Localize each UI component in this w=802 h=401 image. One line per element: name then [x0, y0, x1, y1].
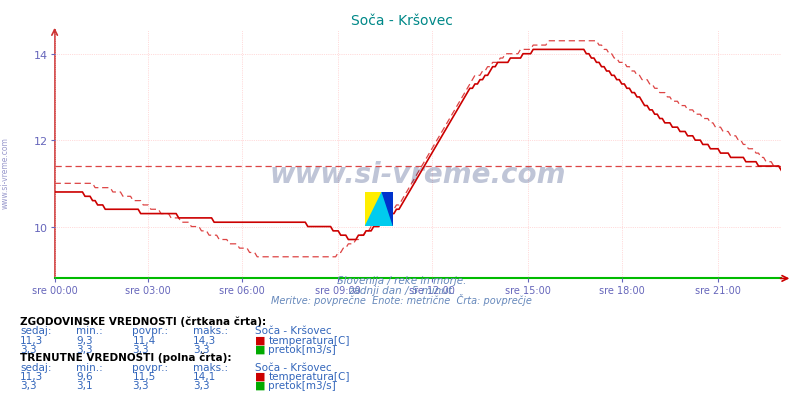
- Text: 9,6: 9,6: [76, 371, 93, 381]
- Text: ■: ■: [255, 371, 265, 381]
- Text: sedaj:: sedaj:: [20, 362, 51, 372]
- Text: 9,3: 9,3: [76, 335, 93, 345]
- Text: zadnji dan / 5 minut.: zadnji dan / 5 minut.: [347, 286, 455, 296]
- Text: 3,3: 3,3: [132, 380, 149, 390]
- Text: Soča - Kršovec: Soča - Kršovec: [350, 14, 452, 28]
- Text: temperatura[C]: temperatura[C]: [268, 371, 349, 381]
- Text: maks.:: maks.:: [192, 362, 228, 372]
- Text: Soča - Kršovec: Soča - Kršovec: [255, 362, 331, 372]
- Text: povpr.:: povpr.:: [132, 362, 168, 372]
- Text: www.si-vreme.com: www.si-vreme.com: [269, 161, 565, 188]
- Text: 3,3: 3,3: [20, 344, 37, 354]
- Text: 14,1: 14,1: [192, 371, 216, 381]
- Text: 14,3: 14,3: [192, 335, 216, 345]
- Text: min.:: min.:: [76, 326, 103, 336]
- Text: min.:: min.:: [76, 362, 103, 372]
- Text: 11,3: 11,3: [20, 335, 43, 345]
- Text: Meritve: povprečne  Enote: metrične  Črta: povprečje: Meritve: povprečne Enote: metrične Črta:…: [271, 294, 531, 306]
- Polygon shape: [365, 192, 382, 227]
- Text: ZGODOVINSKE VREDNOSTI (črtkana črta):: ZGODOVINSKE VREDNOSTI (črtkana črta):: [20, 316, 266, 326]
- Text: povpr.:: povpr.:: [132, 326, 168, 336]
- Text: ■: ■: [255, 344, 265, 354]
- Text: 11,4: 11,4: [132, 335, 156, 345]
- Text: 3,1: 3,1: [76, 380, 93, 390]
- Polygon shape: [382, 192, 393, 227]
- Text: ■: ■: [255, 335, 265, 345]
- Text: 3,3: 3,3: [76, 344, 93, 354]
- Text: temperatura[C]: temperatura[C]: [268, 335, 349, 345]
- Text: sedaj:: sedaj:: [20, 326, 51, 336]
- Text: Slovenija / reke in morje.: Slovenija / reke in morje.: [336, 275, 466, 286]
- Text: 3,3: 3,3: [132, 344, 149, 354]
- Text: ■: ■: [255, 380, 265, 390]
- Text: Soča - Kršovec: Soča - Kršovec: [255, 326, 331, 336]
- Text: 3,3: 3,3: [192, 344, 209, 354]
- Polygon shape: [365, 192, 393, 227]
- Text: 11,3: 11,3: [20, 371, 43, 381]
- Text: pretok[m3/s]: pretok[m3/s]: [268, 380, 335, 390]
- Text: pretok[m3/s]: pretok[m3/s]: [268, 344, 335, 354]
- Text: 3,3: 3,3: [192, 380, 209, 390]
- Text: TRENUTNE VREDNOSTI (polna črta):: TRENUTNE VREDNOSTI (polna črta):: [20, 352, 231, 363]
- Text: www.si-vreme.com: www.si-vreme.com: [1, 137, 10, 208]
- Text: 3,3: 3,3: [20, 380, 37, 390]
- Text: maks.:: maks.:: [192, 326, 228, 336]
- Text: 11,5: 11,5: [132, 371, 156, 381]
